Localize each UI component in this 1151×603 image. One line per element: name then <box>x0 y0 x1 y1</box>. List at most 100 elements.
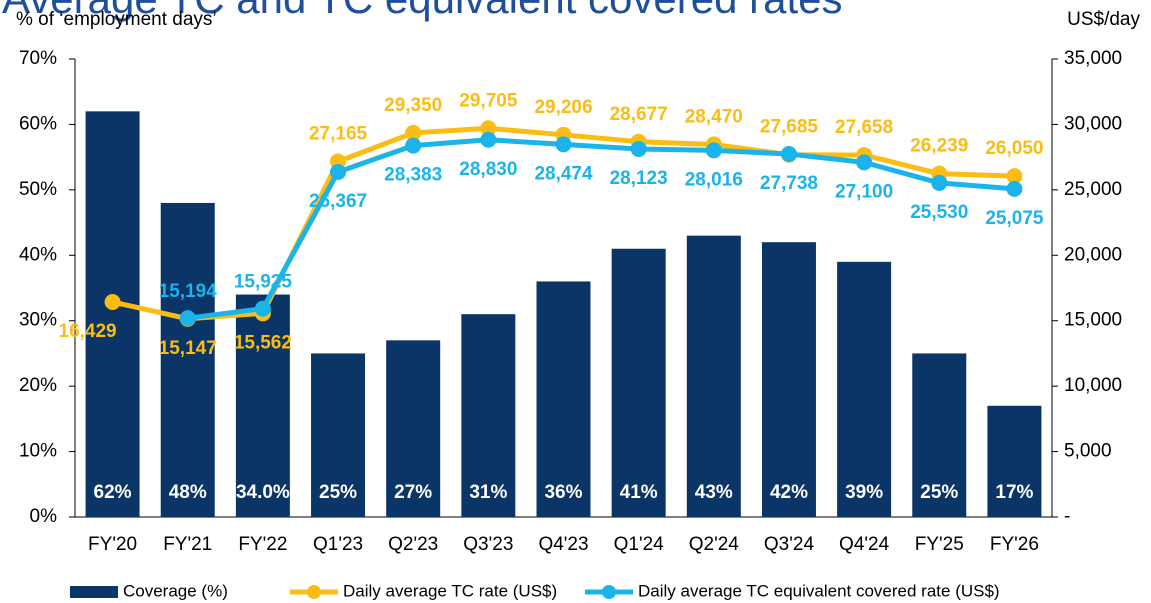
data-label: 16,429 <box>59 321 117 342</box>
data-label: 15,562 <box>234 332 292 353</box>
y2-tick-label: 30,000 <box>1064 113 1122 134</box>
y-tick-label: 70% <box>19 48 57 69</box>
legend-swatch <box>307 585 321 599</box>
bar <box>837 261 892 517</box>
data-label: 28,474 <box>534 163 593 184</box>
data-label: 28,470 <box>685 106 743 127</box>
x-tick-label: FY'22 <box>238 534 287 555</box>
data-label: 26,050 <box>985 138 1043 159</box>
point <box>780 146 797 163</box>
y2-tick-label: 20,000 <box>1064 244 1122 265</box>
data-label: 26,239 <box>910 136 968 157</box>
bar-label: 41% <box>620 482 658 503</box>
data-label: 29,350 <box>384 95 442 116</box>
legend-label: Daily average TC rate (US$) <box>343 581 557 600</box>
y-axis-title: % of ‘employment days’ <box>16 9 217 30</box>
bar <box>686 235 741 517</box>
data-label: 25,530 <box>910 202 968 223</box>
y-tick-label: 20% <box>19 375 57 396</box>
data-label: 27,100 <box>835 181 893 202</box>
x-tick-label: Q4'24 <box>839 534 890 555</box>
bar-label: 17% <box>995 482 1033 503</box>
x-tick-label: Q2'24 <box>689 534 740 555</box>
bar <box>311 353 366 517</box>
y-tick-label: 50% <box>19 179 57 200</box>
bar <box>761 242 816 517</box>
data-label: 28,830 <box>459 159 517 180</box>
bar-label: 48% <box>169 482 207 503</box>
bar <box>160 202 215 517</box>
legend-swatch <box>602 585 616 599</box>
y2-tick-label: 5,000 <box>1064 441 1112 462</box>
data-label: 27,685 <box>760 117 819 138</box>
bar-label: 25% <box>920 482 958 503</box>
bar <box>611 248 666 517</box>
bar-label: 25% <box>319 482 357 503</box>
point <box>405 137 422 154</box>
point <box>254 300 271 317</box>
data-label: 28,016 <box>685 169 743 190</box>
point <box>1006 180 1023 197</box>
y2-tick-label: - <box>1064 506 1070 527</box>
point <box>480 120 497 137</box>
data-label: 28,123 <box>610 168 668 189</box>
point <box>330 163 347 180</box>
y2-tick-label: 10,000 <box>1064 375 1122 396</box>
data-label: 28,383 <box>384 165 442 186</box>
data-label: 29,705 <box>459 90 518 111</box>
data-label: 29,206 <box>534 97 592 118</box>
x-tick-label: Q3'24 <box>764 534 815 555</box>
bar-label: 62% <box>94 482 132 503</box>
y2-tick-label: 25,000 <box>1064 179 1122 200</box>
data-label: 27,738 <box>760 173 818 194</box>
data-label: 25,075 <box>985 208 1044 229</box>
point <box>405 124 422 141</box>
x-tick-label: Q3'23 <box>463 534 513 555</box>
bar <box>987 405 1042 517</box>
data-label: 15,194 <box>159 281 218 302</box>
point <box>480 131 497 148</box>
x-tick-label: Q4'23 <box>538 534 588 555</box>
data-label: 28,677 <box>610 104 668 125</box>
y-tick-label: 40% <box>19 244 57 265</box>
bar <box>85 111 140 517</box>
bar-label: 39% <box>845 482 883 503</box>
bar-label: 43% <box>695 482 733 503</box>
legend-swatch <box>70 586 118 598</box>
bar-label: 34.0% <box>236 482 290 503</box>
bar-label: 36% <box>544 482 582 503</box>
bar <box>235 294 290 517</box>
y-tick-label: 10% <box>19 441 57 462</box>
y-tick-label: 60% <box>19 113 57 134</box>
x-tick-label: Q2'23 <box>388 534 438 555</box>
x-tick-label: Q1'23 <box>313 534 363 555</box>
bar-label: 31% <box>469 482 507 503</box>
legend-label: Daily average TC equivalent covered rate… <box>638 581 1000 600</box>
legend-label: Coverage (%) <box>123 581 228 600</box>
point <box>630 140 647 157</box>
y2-axis-title: US$/day <box>1067 9 1140 30</box>
y-tick-label: 30% <box>19 310 57 331</box>
point <box>705 142 722 159</box>
y2-tick-label: 35,000 <box>1064 48 1122 69</box>
data-label: 15,147 <box>159 338 217 359</box>
point <box>555 136 572 153</box>
bar <box>536 281 591 517</box>
data-label: 26,367 <box>309 191 367 212</box>
data-label: 27,165 <box>309 124 368 145</box>
y-tick-label: 0% <box>30 506 58 527</box>
point <box>104 294 121 311</box>
bar-label: 42% <box>770 482 808 503</box>
y2-tick-label: 15,000 <box>1064 310 1122 331</box>
bar <box>386 340 441 517</box>
x-tick-label: FY'20 <box>88 534 137 555</box>
point <box>856 154 873 171</box>
x-tick-label: Q1'24 <box>614 534 665 555</box>
x-tick-label: FY'21 <box>163 534 212 555</box>
data-label: 27,658 <box>835 117 893 138</box>
bar <box>912 353 967 517</box>
chart-title: Average TC and TC equivalent covered rat… <box>2 0 843 22</box>
bar <box>461 314 516 517</box>
x-tick-label: FY'26 <box>990 534 1039 555</box>
